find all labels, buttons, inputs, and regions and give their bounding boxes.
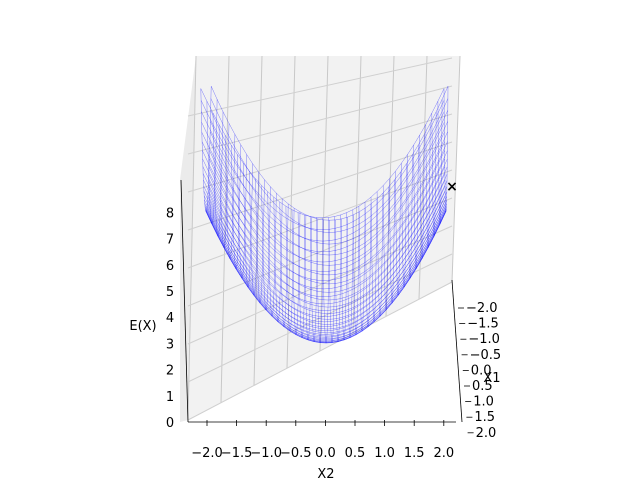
wire-col [316, 217, 324, 344]
wire-col [279, 201, 289, 328]
grid-line-v [253, 55, 263, 386]
grid-line-v [286, 55, 296, 369]
wire-col [431, 111, 437, 237]
x2-axis-label: X2 [317, 467, 334, 480]
grid-line-v [220, 55, 230, 403]
grid-line-v [451, 55, 461, 283]
wire-col [437, 99, 443, 225]
wire-col [237, 154, 247, 279]
wire-col [346, 212, 354, 338]
z-tick-labels: 0 1 2 3 4 5 6 7 8 [166, 206, 174, 431]
x1-tick-label: −2.0 [466, 301, 498, 316]
wire-col [212, 111, 224, 237]
wire-col [304, 214, 312, 341]
wire-col [267, 191, 277, 317]
z-tick-label: 6 [166, 259, 174, 274]
axis-lines [180, 179, 463, 423]
x1-tick-label: 0.5 [472, 379, 493, 394]
z-tick-label: 5 [166, 285, 174, 300]
grid-line-v [187, 55, 197, 421]
wire-col [334, 216, 342, 342]
grid-line-h [187, 197, 453, 307]
wire-col [383, 185, 389, 311]
x2-tick-label: −0.5 [280, 446, 312, 461]
x1-axis-label: X1 [483, 371, 500, 386]
wire-col [425, 123, 431, 249]
x1-axis-line [451, 279, 463, 423]
wire-col [419, 134, 425, 260]
z-axis-line [180, 179, 189, 423]
wire-col [273, 197, 283, 323]
wire-col [443, 86, 449, 213]
wire-col [352, 209, 360, 336]
x2-tick-label: −1.5 [221, 446, 253, 461]
wire-col [310, 216, 318, 342]
wire-col [370, 197, 378, 323]
x1-tick-label: −1.5 [467, 317, 499, 332]
pane-group [180, 56, 460, 422]
wire-col [340, 214, 348, 341]
z-axis-label: E(X) [129, 319, 156, 334]
x2-tick-label: 0.0 [315, 446, 336, 461]
wire-col [297, 212, 307, 338]
x1-tick-label: 2.0 [476, 426, 497, 441]
z-tick-label: 3 [166, 337, 174, 352]
wire-col [322, 217, 330, 344]
grid-line-v [319, 55, 329, 352]
x1-tick-label: 1.0 [473, 395, 494, 410]
x1-tick-label: −1.0 [468, 332, 500, 347]
z-tick-label: 8 [166, 206, 174, 221]
wire-col [285, 206, 295, 332]
x2-tick-label: −2.0 [191, 446, 223, 461]
grid-line-v [352, 55, 362, 334]
wire-col [389, 178, 395, 304]
x2-tick-labels: −2.0−1.5−1.0−0.5 0.0 0.5 1.0 1.5 2.0 [191, 420, 454, 461]
wire-col [200, 86, 212, 212]
x2-tick-label: 2.0 [433, 446, 454, 461]
wire-col [328, 217, 336, 344]
wire-col [401, 163, 407, 288]
floor-pane [180, 56, 196, 422]
z-tick-label: 4 [166, 311, 174, 326]
wire-col [218, 123, 230, 249]
x1-tick-label: −0.5 [470, 348, 502, 363]
x1-tick-label: 0.0 [471, 363, 492, 378]
grid-line-h [187, 57, 453, 117]
x2-tick-label: 1.5 [404, 446, 425, 461]
grid-line-v [385, 55, 395, 317]
x1-tick-labels: −2.0−1.5−1.0−0.50.00.51.01.52.0 [458, 301, 501, 441]
grid-line-v [418, 55, 428, 300]
wire-col [395, 171, 401, 296]
wire-col [224, 134, 236, 260]
wire-col [206, 99, 218, 225]
x2-tick-label: −1.0 [250, 446, 282, 461]
grid-line-h [187, 141, 453, 231]
x2-tick-label: 1.0 [374, 446, 395, 461]
wire-col [231, 144, 241, 270]
wire-col [364, 201, 372, 328]
wire-col [243, 163, 253, 288]
grid-line-h [187, 85, 453, 155]
z-tick-label: 2 [166, 364, 174, 379]
wire-col [413, 144, 419, 270]
x2-tick-label: 0.5 [345, 446, 366, 461]
wireframe-surface [200, 86, 449, 344]
wire-col [358, 206, 366, 332]
z-tick-label: 7 [166, 233, 174, 248]
wire-col [376, 191, 384, 317]
z-tick-label: 0 [166, 416, 174, 431]
grid-line-h [187, 281, 453, 421]
grid-line-h [187, 225, 453, 345]
corner-marker: × [446, 179, 458, 195]
wire-col [291, 209, 301, 336]
wire-col [407, 154, 413, 280]
z-tick-label: 1 [166, 390, 174, 405]
back-pane [188, 56, 460, 420]
x1-tick-label: 1.5 [474, 410, 495, 425]
